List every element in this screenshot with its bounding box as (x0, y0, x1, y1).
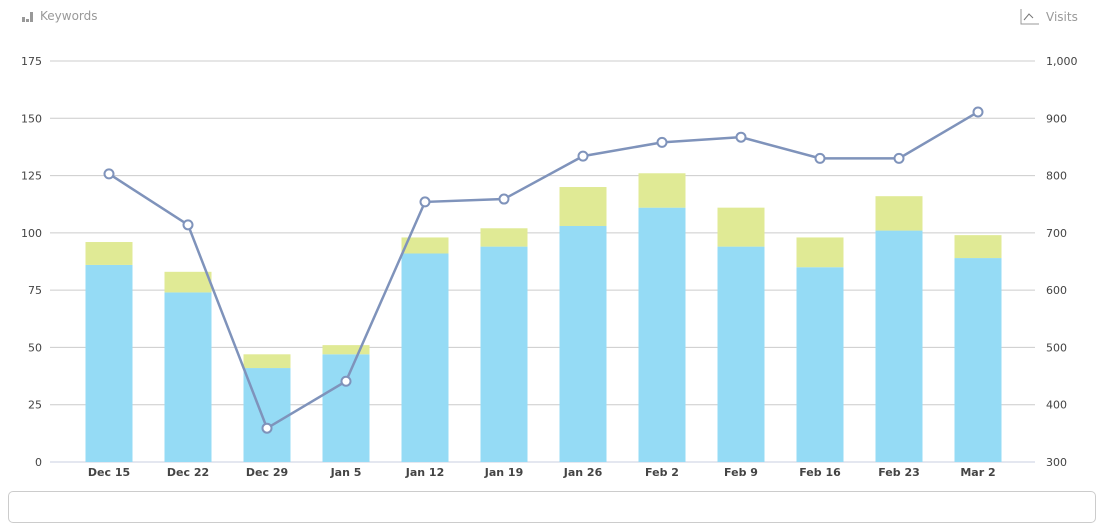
x-tick: Jan 19 (484, 466, 523, 479)
chart: 0 25 50 75 100 125 150 175 300 400 500 600 700 800 900… (21, 55, 1078, 479)
bar-segment (875, 196, 923, 231)
bar-segment (954, 258, 1002, 462)
x-tick: Dec 15 (88, 466, 130, 479)
bar-segment (717, 207, 765, 247)
y-left-tick: 150 (21, 112, 42, 125)
bar-segment (243, 368, 291, 462)
bar-segment (164, 271, 212, 293)
y-right-tick: 1,000 (1046, 55, 1078, 68)
y-left-tick: 0 (35, 456, 42, 469)
x-tick: Dec 22 (167, 466, 209, 479)
y-left-tick: 100 (21, 227, 42, 240)
bar-segment (401, 237, 449, 254)
bar-segment (559, 225, 607, 462)
y-right-tick: 500 (1046, 341, 1067, 354)
visits-point (103, 168, 115, 180)
bar-segment (480, 246, 528, 462)
x-tick: Jan 26 (563, 466, 603, 479)
bar-segment (875, 230, 923, 462)
bar-chart-icon (22, 12, 33, 22)
visits-point (577, 150, 589, 162)
y-right-tick: 700 (1046, 227, 1067, 240)
y-left-tick: 50 (28, 341, 42, 354)
bar-segment (322, 354, 370, 462)
visits-point (340, 375, 352, 387)
x-tick: Jan 12 (405, 466, 444, 479)
y-left-tick: 25 (28, 399, 42, 412)
x-tick: Jan 5 (330, 466, 362, 479)
x-tick: Feb 23 (878, 466, 920, 479)
bar-segment (954, 235, 1002, 259)
x-tick: Feb 2 (645, 466, 679, 479)
bar-segment (322, 345, 370, 355)
visits-line (108, 110, 979, 431)
visits-point (735, 131, 747, 143)
bottom-panel (8, 491, 1096, 523)
legend-keywords-label: Keywords (40, 9, 98, 23)
line-chart-icon (1020, 9, 1039, 25)
bar-segment (401, 253, 449, 462)
legend-visits[interactable]: Visits (1020, 9, 1078, 25)
bar-segment (480, 228, 528, 247)
y-left-tick: 125 (21, 170, 42, 183)
y-right-tick: 900 (1046, 112, 1067, 125)
legend-keywords[interactable]: Keywords (22, 9, 98, 23)
x-tick: Dec 29 (246, 466, 288, 479)
bar-segment (85, 264, 133, 462)
x-tick: Mar 2 (960, 466, 995, 479)
x-tick: Feb 9 (724, 466, 758, 479)
y-right-tick: 600 (1046, 284, 1067, 297)
bar-segment (164, 292, 212, 462)
y-left-tick: 175 (21, 55, 42, 68)
bar-segment (796, 267, 844, 462)
legend-visits-label: Visits (1046, 10, 1078, 24)
bar-segment (243, 354, 291, 369)
y-right-tick: 400 (1046, 399, 1067, 412)
visits-point (498, 193, 510, 205)
visits-point (972, 106, 984, 118)
y-left-tick: 75 (28, 284, 42, 297)
bar-segment (717, 246, 765, 462)
bar-segment (85, 242, 133, 265)
bar-segment (638, 207, 686, 462)
x-tick: Feb 16 (799, 466, 841, 479)
bar-segment (796, 237, 844, 268)
visits-point (814, 152, 826, 164)
y-right-tick: 800 (1046, 170, 1067, 183)
visits-point (419, 196, 431, 208)
visits-point (182, 219, 194, 231)
visits-point (893, 152, 905, 164)
bar-segment (559, 187, 607, 226)
visits-point (261, 422, 273, 434)
y-right-tick: 300 (1046, 456, 1067, 469)
bar-segment (638, 173, 686, 208)
visits-point (656, 136, 668, 148)
